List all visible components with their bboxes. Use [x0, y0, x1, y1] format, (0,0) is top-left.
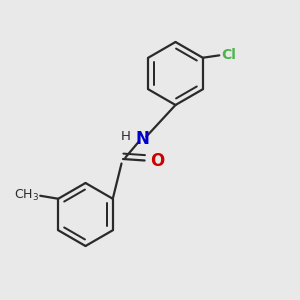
Text: Cl: Cl — [222, 48, 237, 62]
Text: O: O — [150, 152, 164, 169]
Text: N: N — [136, 130, 149, 148]
Text: H: H — [121, 130, 131, 143]
Text: CH$_3$: CH$_3$ — [14, 188, 39, 203]
